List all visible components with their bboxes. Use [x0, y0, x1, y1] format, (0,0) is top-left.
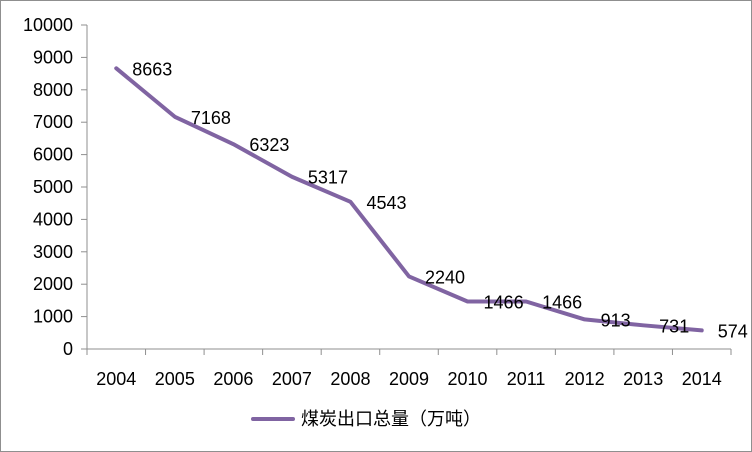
data-point — [348, 200, 352, 204]
legend: 煤炭出口总量（万吨） — [251, 409, 481, 429]
y-tick-label: 5000 — [33, 177, 73, 197]
y-tick-label: 6000 — [33, 145, 73, 165]
x-tick-label: 2004 — [96, 369, 136, 389]
x-tick-label: 2012 — [565, 369, 605, 389]
data-label: 5317 — [308, 168, 348, 188]
x-tick-label: 2011 — [507, 369, 546, 389]
y-tick-label: 7000 — [33, 112, 73, 132]
data-point — [641, 323, 645, 327]
x-tick-label: 2006 — [213, 369, 253, 389]
data-label: 1466 — [542, 293, 582, 313]
y-tick-label: 8000 — [33, 80, 73, 100]
y-tick-label: 9000 — [33, 47, 73, 67]
y-tick-label: 3000 — [33, 242, 73, 262]
x-tick-label: 2014 — [682, 369, 722, 389]
data-label: 8663 — [132, 59, 172, 79]
data-point — [173, 115, 177, 119]
data-label: 7168 — [191, 108, 231, 128]
y-tick-label: 1000 — [33, 307, 73, 327]
data-point — [290, 175, 294, 179]
data-point — [114, 66, 118, 70]
x-tick-label: 2008 — [330, 369, 370, 389]
data-point — [407, 274, 411, 278]
data-label: 574 — [718, 321, 748, 341]
x-tick-label: 2013 — [623, 369, 663, 389]
data-label: 913 — [601, 310, 631, 330]
x-tick-label: 2010 — [448, 369, 488, 389]
x-tick-label: 2009 — [389, 369, 429, 389]
y-tick-label: 2000 — [33, 274, 73, 294]
x-tick-label: 2005 — [155, 369, 195, 389]
data-point — [583, 317, 587, 321]
y-tick-label: 0 — [63, 339, 73, 359]
x-tick-label: 2007 — [272, 369, 312, 389]
legend-label: 煤炭出口总量（万吨） — [301, 409, 481, 429]
data-point — [524, 300, 528, 304]
axes-layer: 0 1000 2000 3000 4000 5000 6000 7000 8000 9000 100… — [23, 15, 732, 389]
data-label: 731 — [659, 316, 689, 336]
data-label: 2240 — [425, 267, 465, 287]
data-point — [231, 142, 235, 146]
data-label: 6323 — [249, 135, 289, 155]
data-label: 1466 — [484, 293, 524, 313]
data-label: 4543 — [366, 193, 406, 213]
data-point — [700, 328, 704, 332]
series-line-layer — [114, 66, 704, 333]
y-tick-label: 4000 — [33, 209, 73, 229]
data-labels-layer: 8663 7168 6323 5317 4543 2240 1466 1466 913 731 57… — [132, 59, 748, 341]
y-tick-label: 10000 — [23, 15, 73, 35]
data-point — [466, 300, 470, 304]
